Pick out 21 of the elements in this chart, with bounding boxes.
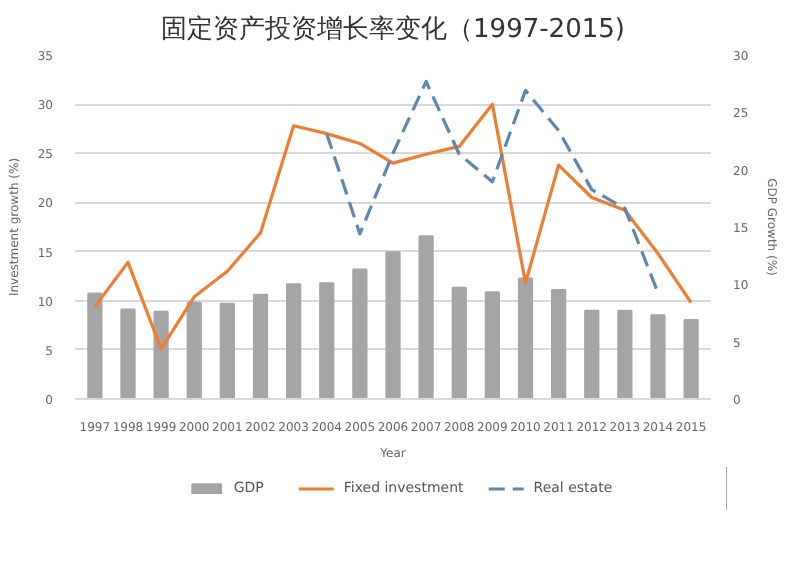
bar bbox=[352, 268, 368, 399]
bar bbox=[186, 301, 202, 399]
bar bbox=[451, 286, 467, 399]
chart-title: 固定资产投资增长率变化（1997-2015) bbox=[161, 13, 625, 45]
line-series bbox=[325, 79, 660, 295]
bar bbox=[418, 235, 434, 399]
bar bbox=[319, 282, 335, 399]
bar bbox=[120, 308, 136, 399]
bar bbox=[517, 277, 534, 399]
bar bbox=[551, 289, 567, 399]
bar bbox=[584, 309, 600, 399]
bar bbox=[683, 318, 699, 399]
bar bbox=[650, 314, 666, 399]
bar bbox=[219, 302, 235, 399]
bar bbox=[484, 291, 500, 399]
line-series bbox=[93, 102, 693, 351]
bar bbox=[385, 251, 401, 399]
bar bbox=[252, 293, 269, 399]
bar bbox=[87, 292, 103, 399]
bar bbox=[286, 283, 302, 399]
bar bbox=[617, 309, 633, 399]
